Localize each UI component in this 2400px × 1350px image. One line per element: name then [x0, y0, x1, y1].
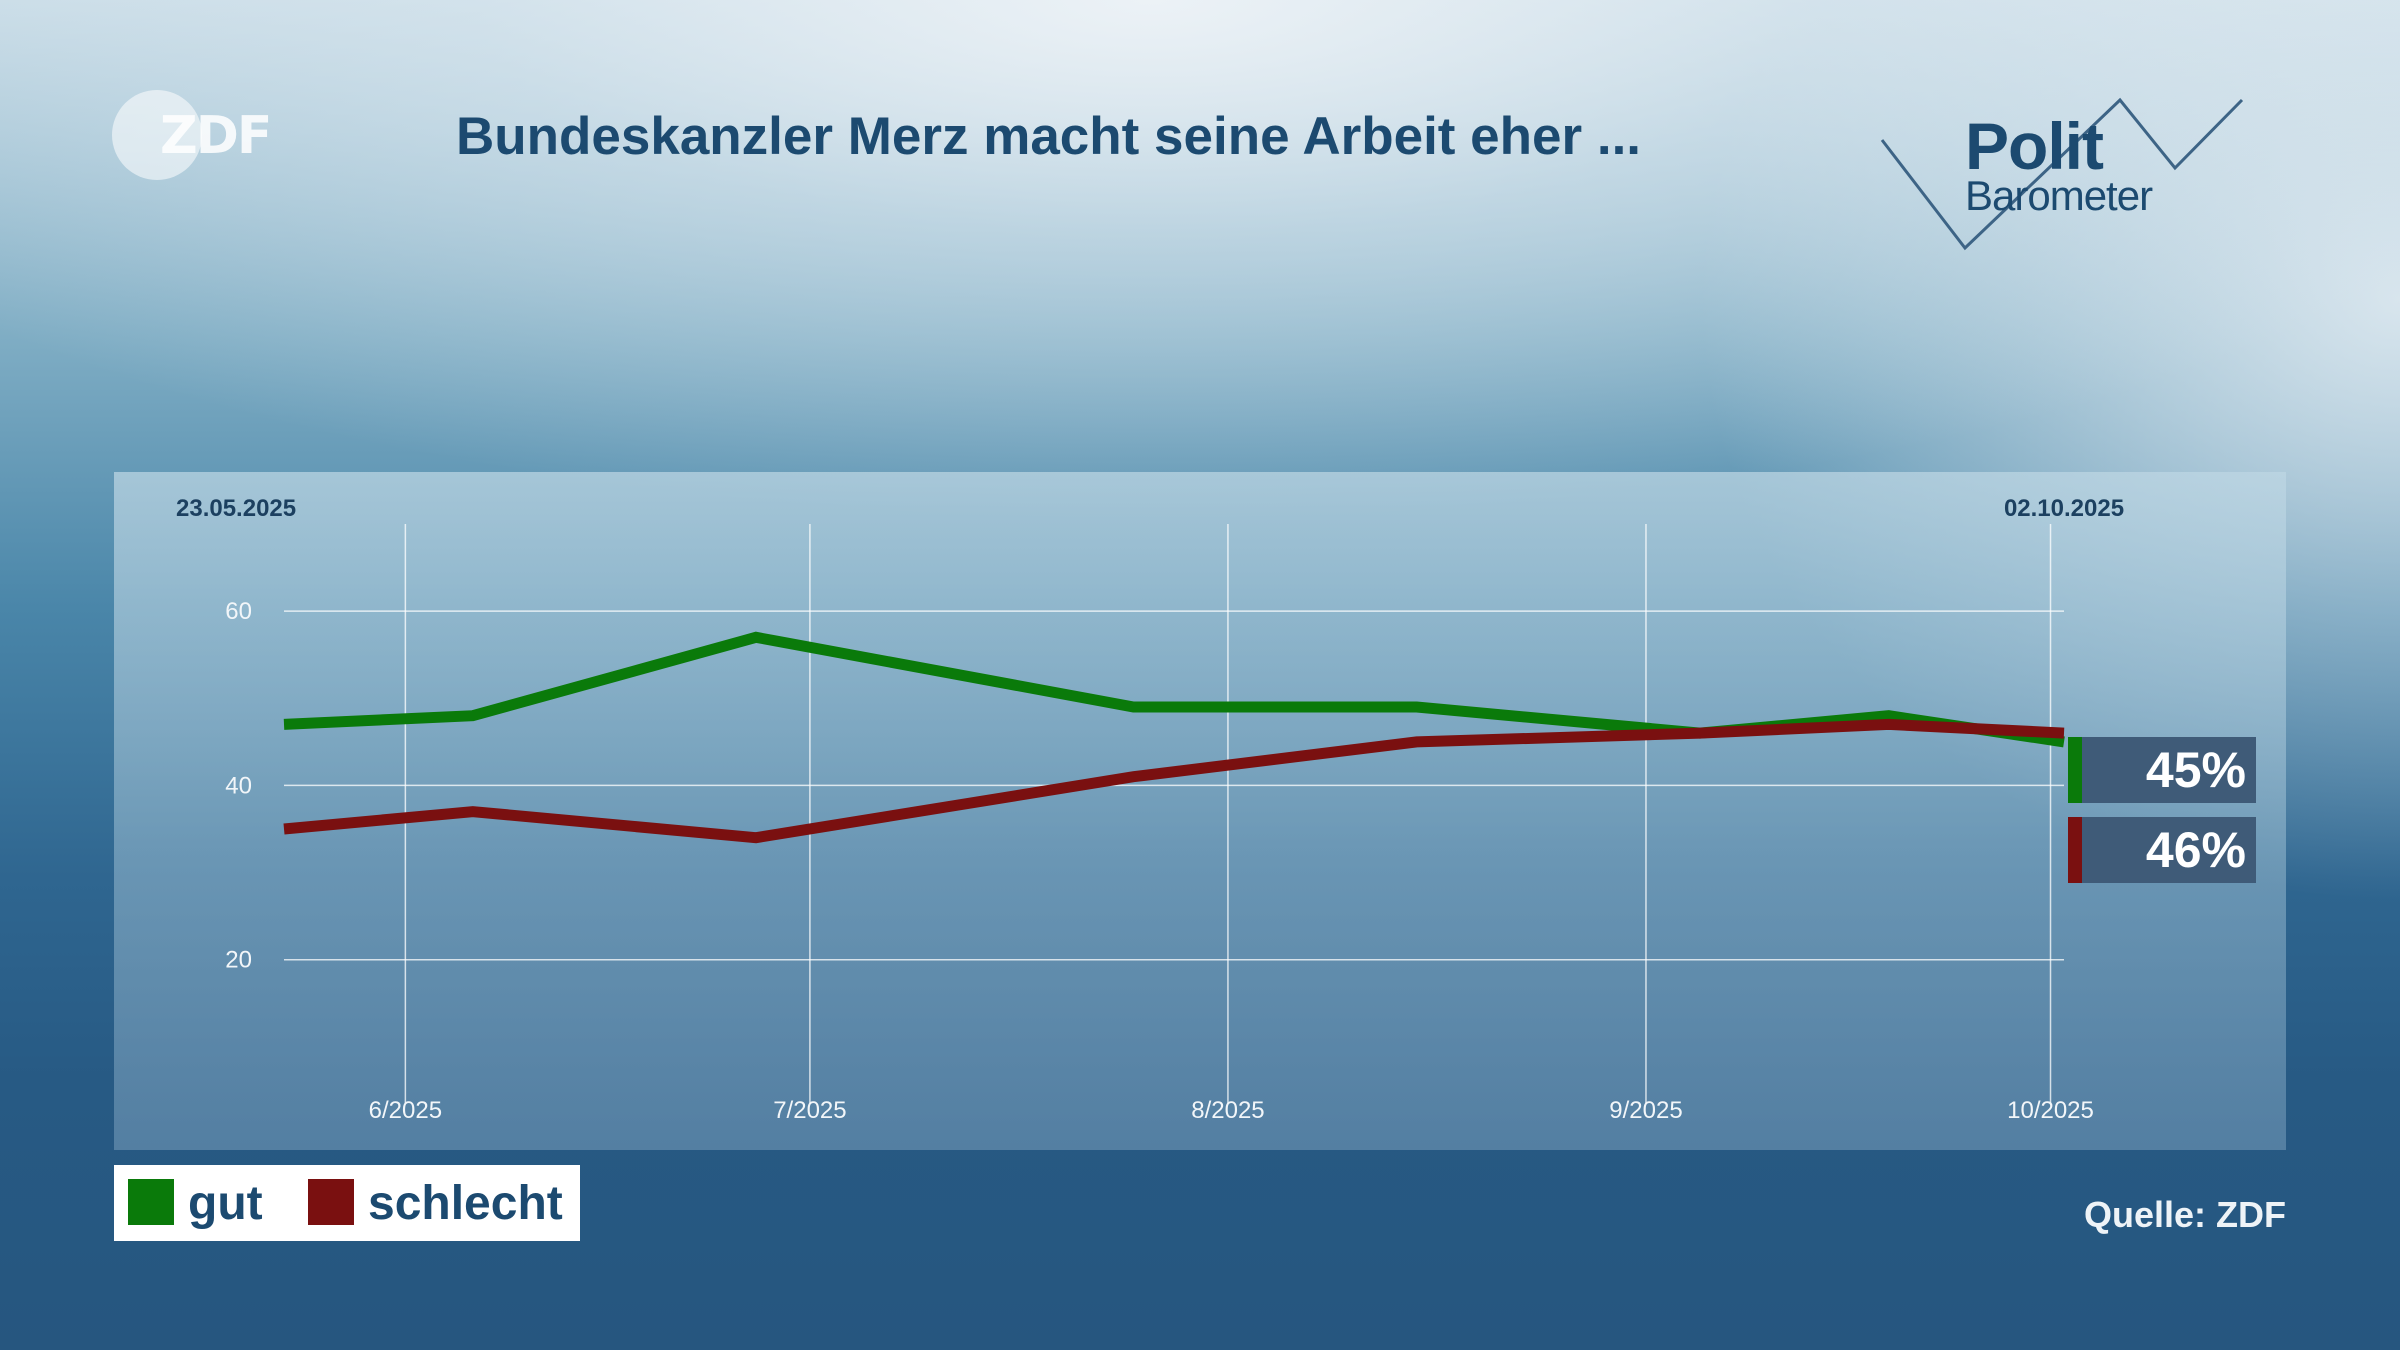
- final-value-schlecht: 46%: [2145, 822, 2246, 878]
- x-tick-labels: 6/2025 7/2025 8/2025 9/2025 10/2025: [369, 1097, 2094, 1124]
- zdf-logo: ZDF: [112, 90, 272, 182]
- x-tick-label-0: 6/2025: [369, 1097, 442, 1124]
- y-tick-label-40: 40: [225, 772, 252, 799]
- x-tick-label-4: 10/2025: [2007, 1097, 2094, 1124]
- series-line-schlecht: [283, 718, 2065, 844]
- date-end-label: 02.10.2025: [2004, 495, 2124, 522]
- series-line-gut: [283, 631, 2065, 748]
- final-value-gut: 45%: [2145, 742, 2246, 798]
- series-layer: [283, 631, 2065, 844]
- x-tick-label-3: 9/2025: [1609, 1097, 1682, 1124]
- zdf-logo-circle: [112, 90, 202, 180]
- chart-title: Bundeskanzler Merz macht seine Arbeit eh…: [456, 107, 1642, 166]
- legend-swatch-schlecht: [308, 1179, 354, 1225]
- badge-stripe-gut: [2068, 737, 2082, 803]
- brand-line-1: Polit: [1965, 109, 2104, 183]
- grid-layer: [284, 524, 2064, 1104]
- y-tick-label-20: 20: [225, 947, 252, 974]
- date-start-label: 23.05.2025: [176, 495, 296, 522]
- source-note: Quelle: ZDF: [2083, 1194, 2286, 1235]
- chart-legend: gut schlecht: [114, 1165, 580, 1241]
- legend-swatch-gut: [128, 1179, 174, 1225]
- x-tick-label-2: 8/2025: [1191, 1097, 1264, 1124]
- zdf-logo-text: ZDF: [160, 106, 272, 166]
- legend-label-gut: gut: [188, 1177, 263, 1230]
- final-value-badge-schlecht: 46%: [2068, 817, 2256, 883]
- y-tick-labels: 20 40 60: [225, 598, 252, 974]
- politbarometer-logo: Polit Barometer: [1880, 96, 2250, 256]
- brand-line-2: Barometer: [1965, 172, 2153, 219]
- badge-stripe-schlecht: [2068, 817, 2082, 883]
- line-chart: 23.05.2025 02.10.2025 20 40 60 6/2025 7/202…: [176, 495, 2124, 1124]
- y-tick-label-60: 60: [225, 598, 252, 625]
- final-value-badge-gut: 45%: [2068, 737, 2256, 803]
- chart-panel: 23.05.2025 02.10.2025 20 40 60 6/2025 7/202…: [114, 472, 2286, 1150]
- politbarometer-zigzag-icon: [1880, 97, 2244, 251]
- x-tick-label-1: 7/2025: [773, 1097, 846, 1124]
- legend-label-schlecht: schlecht: [368, 1177, 563, 1230]
